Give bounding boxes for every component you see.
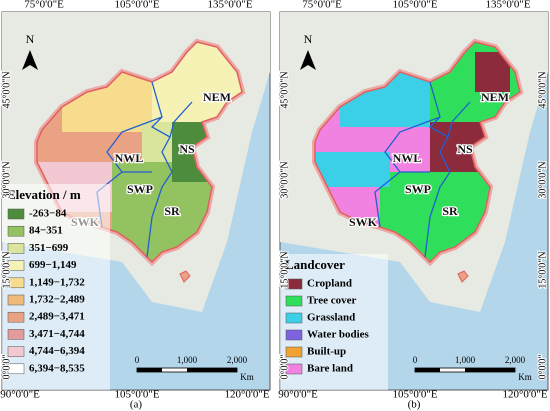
region-boundary (374, 81, 471, 258)
legend-label: Built-up (307, 346, 346, 358)
scale-label: 2,000 (227, 355, 248, 365)
legend-swatch (7, 260, 25, 271)
coordinate-label: 135°0'0"E (207, 0, 252, 11)
coordinate-label: 105°0'0"E (114, 0, 159, 11)
region-label: NWL (115, 151, 144, 165)
legend-swatch (7, 346, 25, 357)
scale-label: 0 (135, 355, 140, 365)
legend-swatch (7, 208, 25, 220)
legend-label: 2,489−3,471 (29, 311, 85, 323)
legend-label: 84−351 (29, 225, 63, 237)
scale-bar-segment (465, 368, 515, 372)
region-label: NS (179, 142, 195, 156)
legend-label: Cropland (307, 278, 352, 290)
legend-label: Grassland (307, 312, 355, 324)
coordinate-label: 90°0'0"E (0, 389, 40, 401)
legend-swatch (285, 312, 303, 324)
coordinate-label: 15°0'0"N (537, 251, 548, 288)
legend-swatch (7, 294, 25, 306)
legend-label: 3,471−4,744 (29, 328, 85, 340)
legend-swatch (285, 363, 303, 375)
coordinate-label: 0°0'0" (279, 355, 290, 380)
island (179, 270, 191, 283)
region-label: SWP (127, 182, 153, 196)
legend-swatch (7, 311, 25, 323)
legend-label: -263−84 (29, 208, 67, 220)
region-label: NS (457, 142, 473, 156)
map-panel: NEM NS NWL SWP SWK SR N Landcover Cropland Tree c… (279, 11, 549, 391)
legend-label: 1,149−1,732 (29, 276, 85, 288)
coordinate-label: 0°0'0" (1, 355, 12, 380)
coordinate-label: 0°0'0" (537, 355, 548, 380)
region-label: SWK (349, 215, 378, 229)
coordinate-label: 45°0'0"N (1, 71, 12, 108)
island (457, 270, 469, 283)
legend-label: 4,744−6,394 (29, 345, 85, 357)
region-boundary (96, 81, 193, 258)
coordinate-label: 30°0'0"N (279, 161, 290, 198)
legend-label: 6,394−8,535 (29, 362, 85, 374)
coordinate-label: 45°0'0"N (537, 71, 548, 108)
land-cover-patch (475, 52, 510, 92)
scale-label: 1,000 (455, 355, 476, 365)
region-label: NEM (203, 90, 231, 104)
coordinate-label: 120°0'0"E (224, 389, 269, 401)
coordinate-label: 105°0'0"E (114, 389, 159, 401)
legend-label: 699−1,149 (29, 259, 77, 271)
region-label: SR (164, 204, 180, 218)
legend-swatch (7, 363, 25, 375)
panel-caption: (b) (408, 399, 421, 411)
region-label: SWP (405, 182, 431, 196)
scale-bar-segment (415, 368, 440, 372)
scale-bar-segment (187, 368, 237, 372)
scale-label: 2,000 (505, 355, 526, 365)
coordinate-label: 30°0'0"N (537, 161, 548, 198)
legend-swatch (285, 295, 303, 307)
legend-swatch (285, 278, 303, 290)
coordinate-label: 105°0'0"E (392, 0, 437, 11)
legend-swatch (7, 243, 25, 254)
legend-label: 1,732−2,489 (29, 294, 85, 306)
legend-label: Tree cover (307, 295, 356, 307)
region-label: NWL (393, 151, 422, 165)
legend-swatch (7, 329, 25, 340)
scale-label: 1,000 (177, 355, 198, 365)
coordinate-label: 90°0'0"E (278, 389, 318, 401)
region-label: NEM (481, 90, 509, 104)
china-border (314, 41, 521, 264)
panel-caption: (a) (130, 399, 143, 411)
legend-label: Water bodies (307, 329, 370, 341)
land-cover-patch (315, 152, 390, 187)
coordinate-label: 45°0'0"N (279, 71, 290, 108)
legend-swatch (7, 277, 25, 289)
map-panel: NEMNSNWLSWPSWKSRNElevation / m-263−8484−… (1, 11, 271, 391)
legend-swatch (285, 346, 303, 358)
north-arrow (22, 50, 38, 70)
scale-unit: Km (240, 372, 254, 382)
coordinate-label: 15°0'0"N (279, 251, 290, 288)
coordinate-label: 120°0'0"E (502, 389, 547, 401)
scale-label: 0 (413, 355, 418, 365)
scale-bar-segment (137, 368, 162, 372)
scale-unit: Km (518, 372, 532, 382)
legend-swatch (7, 225, 25, 237)
legend-swatch (285, 329, 303, 341)
north-label: N (26, 32, 35, 46)
north-label: N (304, 32, 313, 46)
legend-title: Landcover (285, 257, 345, 272)
coordinate-label: 30°0'0"N (1, 161, 12, 198)
coordinate-label: 75°0'0"E (24, 0, 64, 11)
coordinate-label: 135°0'0"E (485, 0, 530, 11)
coordinate-label: 15°0'0"N (1, 251, 12, 288)
legend-label: 351−699 (29, 242, 69, 254)
legend-title: Elevation / m (7, 187, 81, 202)
north-arrow (300, 50, 316, 70)
legend-label: Bare land (307, 363, 353, 375)
region-label: SR (442, 204, 458, 218)
coordinate-label: 75°0'0"E (302, 0, 342, 11)
coordinate-label: 105°0'0"E (392, 389, 437, 401)
